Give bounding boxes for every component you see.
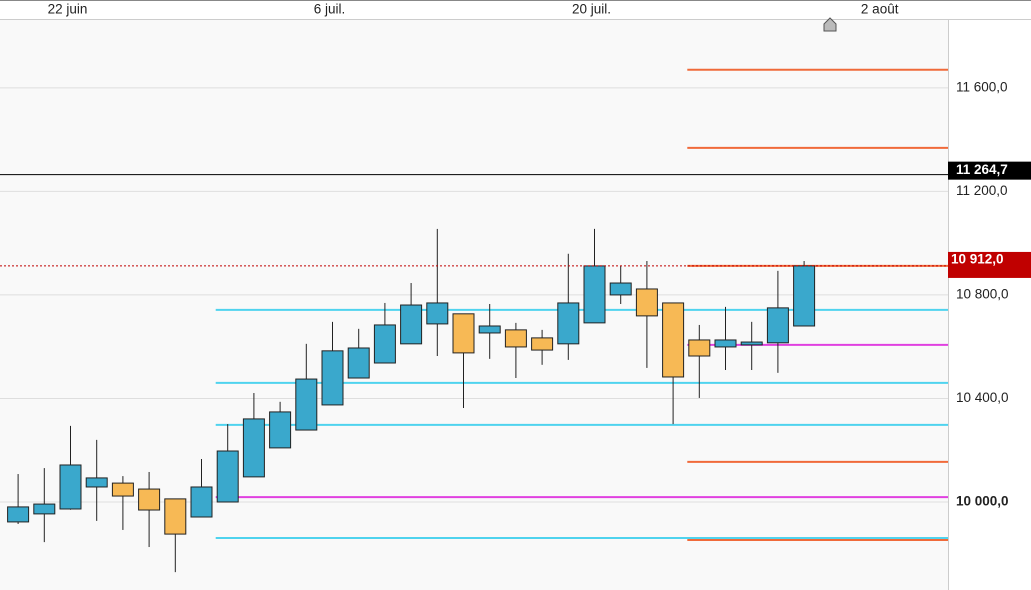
x-tick-label: 2 août (861, 2, 899, 17)
price-label: 11 264,7 (956, 162, 1008, 177)
candle-body (583, 265, 606, 324)
candle-body (426, 302, 449, 325)
candle-body (557, 302, 580, 345)
candle-body (59, 464, 82, 510)
candle-body (85, 477, 108, 488)
candle-body (216, 450, 239, 503)
candle-body (452, 313, 475, 354)
candle-body (321, 350, 344, 406)
candle-body (714, 339, 737, 348)
candle-body (190, 486, 213, 518)
candle-body (7, 506, 30, 523)
candle-body (295, 378, 318, 431)
candle-body (33, 503, 56, 515)
candle-body (269, 411, 292, 449)
candle-body (164, 498, 187, 535)
price-label-box (948, 161, 1031, 180)
y-tick-label: 10 400,0 (956, 390, 1009, 405)
candle-body (635, 288, 658, 317)
y-tick-label: 10 000,0 (956, 494, 1009, 509)
candle-body (373, 324, 396, 364)
candle-body (609, 282, 632, 296)
candle-body (688, 339, 711, 357)
x-tick-label: 20 juil. (572, 2, 611, 17)
candle-body (347, 347, 370, 379)
candle-body (478, 325, 501, 334)
x-tick-label: 6 juil. (314, 2, 346, 17)
candle-body (766, 307, 789, 344)
chart-layer: 10 000,0 10 400,0 10 800,0 11 200,0 11 600,0… (0, 2, 1031, 573)
y-tick-label: 11 200,0 (956, 183, 1008, 198)
price-label: 10 912,0 (951, 251, 1004, 266)
y-tick-label: 11 600,0 (956, 79, 1008, 94)
candle-body (138, 488, 161, 511)
marker-icon[interactable] (823, 17, 837, 32)
candle-body (793, 265, 816, 327)
x-tick-label: 22 juin (48, 2, 88, 17)
candle-body (242, 418, 265, 478)
candle-body (531, 337, 554, 351)
candle-body (400, 304, 423, 345)
candle-body (662, 302, 685, 378)
candle-body (740, 341, 763, 346)
price-label-box (948, 251, 1031, 278)
y-tick-label: 10 800,0 (956, 286, 1009, 301)
candle-body (504, 329, 527, 348)
candle-body (111, 482, 134, 497)
